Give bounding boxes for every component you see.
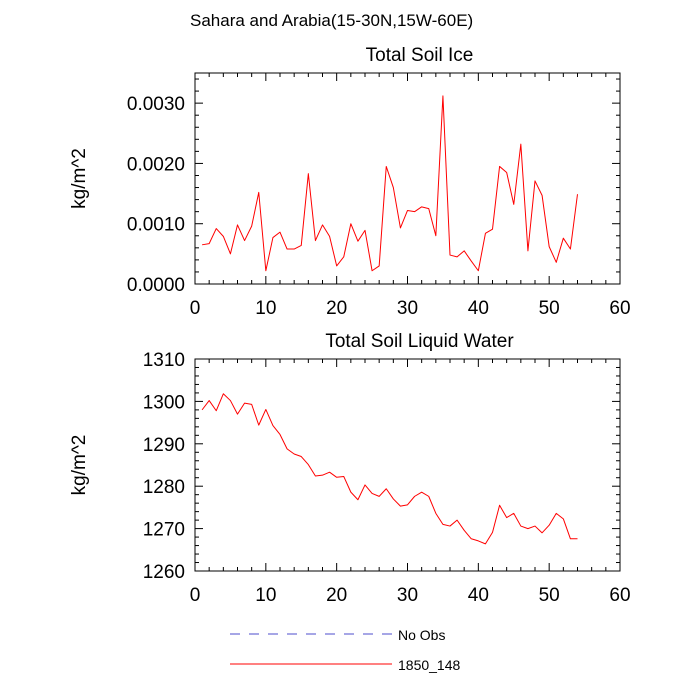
chart-title: Total Soil Liquid Water bbox=[325, 331, 514, 352]
x-tick-label: 0 bbox=[190, 585, 201, 606]
x-tick-label: 50 bbox=[539, 298, 560, 319]
series-line-1850-148 bbox=[201, 393, 578, 545]
legend-label-1850-148: 1850_148 bbox=[398, 657, 461, 673]
y-tick-label: 1290 bbox=[143, 435, 185, 456]
plot-frame bbox=[194, 72, 621, 285]
y-tick-label: 0.0010 bbox=[127, 215, 185, 236]
x-tick-label: 40 bbox=[468, 298, 489, 319]
y-axis-label: kg/m^2 bbox=[69, 435, 90, 496]
y-axis-label: kg/m^2 bbox=[69, 148, 90, 209]
chart-title: Total Soil Ice bbox=[366, 45, 474, 66]
x-tick-label: 60 bbox=[609, 298, 630, 319]
legend-label-no-obs: No Obs bbox=[398, 627, 445, 643]
y-tick-label: 0.0030 bbox=[127, 94, 185, 115]
x-tick-label: 50 bbox=[539, 585, 560, 606]
x-tick-label: 30 bbox=[397, 585, 418, 606]
x-tick-label: 0 bbox=[190, 298, 201, 319]
x-tick-label: 20 bbox=[326, 298, 347, 319]
y-tick-label: 0.0020 bbox=[127, 154, 185, 175]
series-line-1850-148 bbox=[201, 95, 578, 272]
y-tick-label: 1280 bbox=[143, 477, 185, 498]
figure-title: Sahara and Arabia(15-30N,15W-60E) bbox=[190, 11, 473, 30]
x-tick-label: 30 bbox=[397, 298, 418, 319]
panel-total-soil-liquid-water: Total Soil Liquid Water kg/m^2 0 10 20 30 40 50… bbox=[69, 331, 631, 606]
y-tick-label: 1300 bbox=[143, 392, 185, 413]
x-tick-label: 60 bbox=[609, 585, 630, 606]
y-tick-label: 1260 bbox=[143, 562, 185, 583]
x-tick-label: 10 bbox=[255, 585, 276, 606]
panel-total-soil-ice: Total Soil Ice kg/m^2 0 10 20 30 40 50 60 0.0000 0… bbox=[69, 45, 631, 319]
legend: No Obs 1850_148 bbox=[230, 627, 461, 673]
x-tick-label: 20 bbox=[326, 585, 347, 606]
y-tick-label: 0.0000 bbox=[127, 275, 185, 296]
x-tick-label: 40 bbox=[468, 585, 489, 606]
plot-frame bbox=[194, 358, 621, 572]
y-tick-label: 1270 bbox=[143, 520, 185, 541]
x-tick-label: 10 bbox=[255, 298, 276, 319]
y-tick-label: 1310 bbox=[143, 350, 185, 371]
